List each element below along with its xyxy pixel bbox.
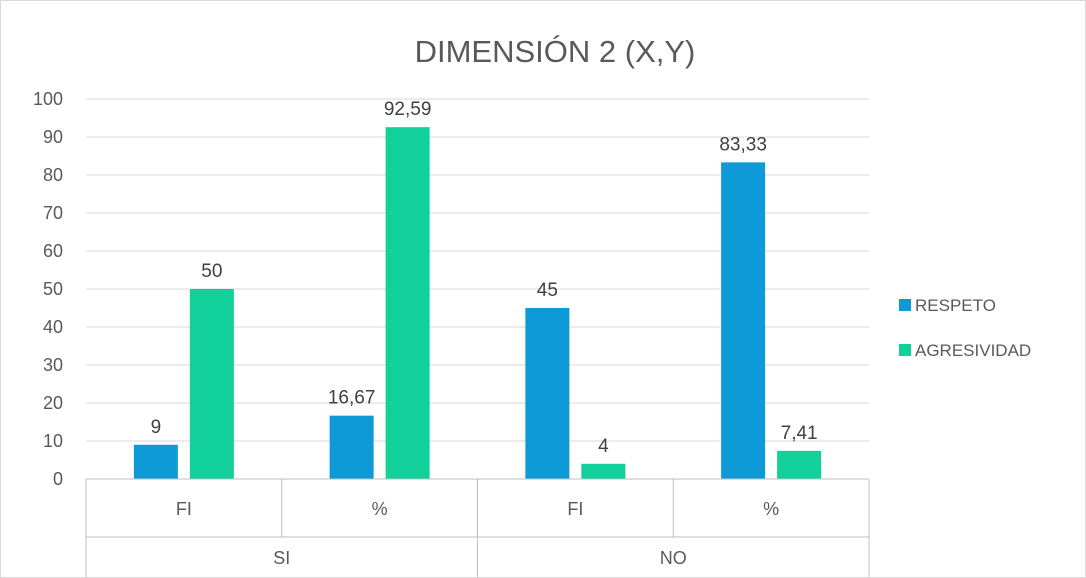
y-tick-label: 20: [43, 393, 63, 413]
y-axis-ticks: 0 10 20 30 40 50 60 70 80 90 100: [33, 89, 63, 489]
bar-respeto-3: [721, 162, 766, 479]
legend-label: AGRESIVIDAD: [915, 341, 1031, 360]
y-tick-label: 100: [33, 89, 63, 109]
y-tick-label: 0: [53, 469, 63, 489]
bar-agresividad-3: [777, 450, 822, 479]
y-tick-label: 10: [43, 431, 63, 451]
data-label: 4: [598, 436, 609, 457]
x-category-label: FI: [176, 499, 192, 519]
x-category-label: %: [372, 499, 388, 519]
legend-swatch-agresividad: [899, 344, 911, 356]
chart-title: DIMENSIÓN 2 (X,Y): [415, 34, 696, 69]
data-label: 7,41: [781, 423, 818, 444]
bar-respeto-2: [525, 308, 570, 479]
bar-agresividad-1: [385, 127, 430, 480]
legend-swatch-respeto: [899, 299, 911, 311]
x-group-label: SI: [273, 548, 290, 568]
bar-respeto-0: [133, 444, 178, 479]
legend-label: RESPETO: [915, 296, 996, 315]
y-tick-label: 30: [43, 355, 63, 375]
bar-agresividad-2: [581, 463, 626, 479]
y-tick-label: 60: [43, 241, 63, 261]
bar-agresividad-0: [189, 289, 234, 479]
y-tick-label: 90: [43, 127, 63, 147]
y-tick-label: 40: [43, 317, 63, 337]
data-labels: 9 16,67 45 83,33 50 92,59 4 7,41: [151, 99, 818, 457]
data-label: 9: [151, 417, 162, 438]
y-tick-label: 80: [43, 165, 63, 185]
data-label: 45: [537, 280, 558, 301]
x-category-label: FI: [567, 499, 583, 519]
bar-respeto-1: [329, 415, 374, 479]
data-label: 83,33: [719, 134, 767, 155]
data-label: 16,67: [328, 388, 376, 409]
legend: RESPETO AGRESIVIDAD: [899, 296, 1031, 360]
bars: [133, 127, 822, 480]
x-axis: FI% FI % SI NO: [85, 478, 870, 577]
data-label: 92,59: [384, 99, 432, 120]
y-tick-label: 50: [43, 279, 63, 299]
x-group-label: NO: [660, 548, 687, 568]
x-category-label: %: [763, 499, 779, 519]
y-tick-label: 70: [43, 203, 63, 223]
data-label: 50: [201, 261, 222, 282]
